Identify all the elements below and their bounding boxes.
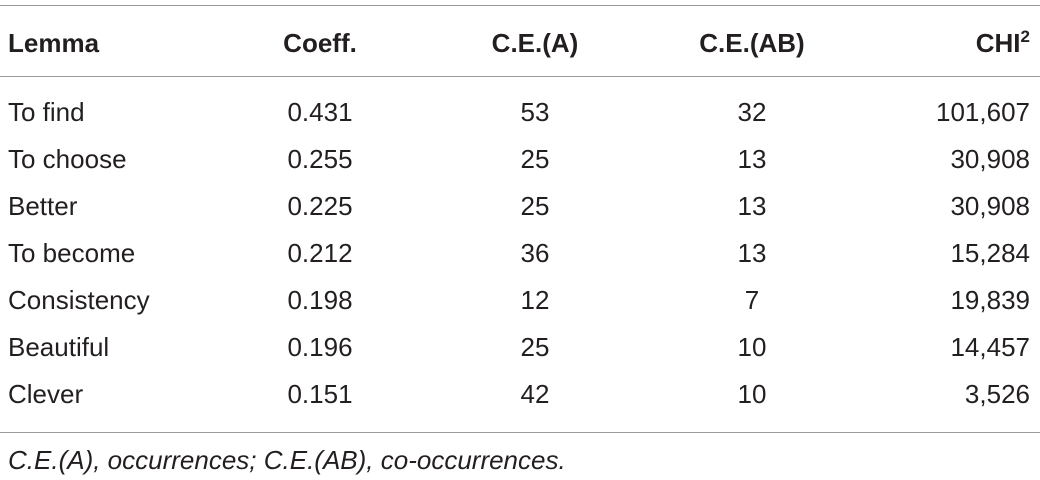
table-cell: 25: [520, 144, 550, 174]
table-cell: 19,839: [950, 285, 1030, 315]
table-cell: 36: [520, 238, 550, 268]
table-cell: To choose: [8, 144, 127, 174]
table-cell: 10: [737, 332, 767, 362]
table-cell: 13: [737, 191, 767, 221]
table-cell: 0.255: [287, 144, 353, 174]
table-cell: 42: [520, 379, 550, 409]
footnote: C.E.(A), occurrences; C.E.(AB), co-occur…: [8, 445, 566, 475]
table-cell: To find: [8, 97, 85, 127]
table-cell: 13: [737, 238, 767, 268]
table-cell: Beautiful: [8, 332, 110, 362]
table-cell: Better: [8, 191, 78, 221]
table-cell: 14,457: [950, 332, 1030, 362]
table-cell: 25: [520, 191, 550, 221]
table-cell: 0.431: [287, 97, 353, 127]
table-cell: 30,908: [950, 144, 1030, 174]
bottom-rule: [0, 432, 1040, 433]
header-cell: C.E.(AB): [699, 28, 805, 58]
table-cell: 0.196: [287, 332, 353, 362]
table-cell: To become: [8, 238, 136, 268]
table-cell: 10: [737, 379, 767, 409]
table-cell: 0.212: [287, 238, 353, 268]
table-cell: 0.198: [287, 285, 353, 315]
table-cell: 30,908: [950, 191, 1030, 221]
table-cell: Clever: [8, 379, 84, 409]
table-cell: 7: [744, 285, 760, 315]
table-cell: 12: [520, 285, 550, 315]
header-rule: [0, 76, 1040, 77]
header-cell: Lemma: [8, 28, 100, 58]
table-cell: 101,607: [936, 97, 1030, 127]
top-rule: [0, 5, 1040, 6]
table-cell: 0.151: [287, 379, 353, 409]
header-cell: CHI2: [975, 27, 1030, 62]
header-cell: Coeff.: [283, 28, 357, 58]
header-cell: C.E.(A): [491, 28, 579, 58]
table-cell: 0.225: [287, 191, 353, 221]
table-cell: 3,526: [964, 379, 1030, 409]
table-cell: 53: [520, 97, 550, 127]
table-cell: 15,284: [950, 238, 1030, 268]
header-text: CHI: [975, 28, 1021, 58]
table-cell: Consistency: [8, 285, 150, 315]
superscript: 2: [1020, 27, 1030, 46]
table-cell: 32: [737, 97, 767, 127]
table-cell: 13: [737, 144, 767, 174]
table-cell: 25: [520, 332, 550, 362]
